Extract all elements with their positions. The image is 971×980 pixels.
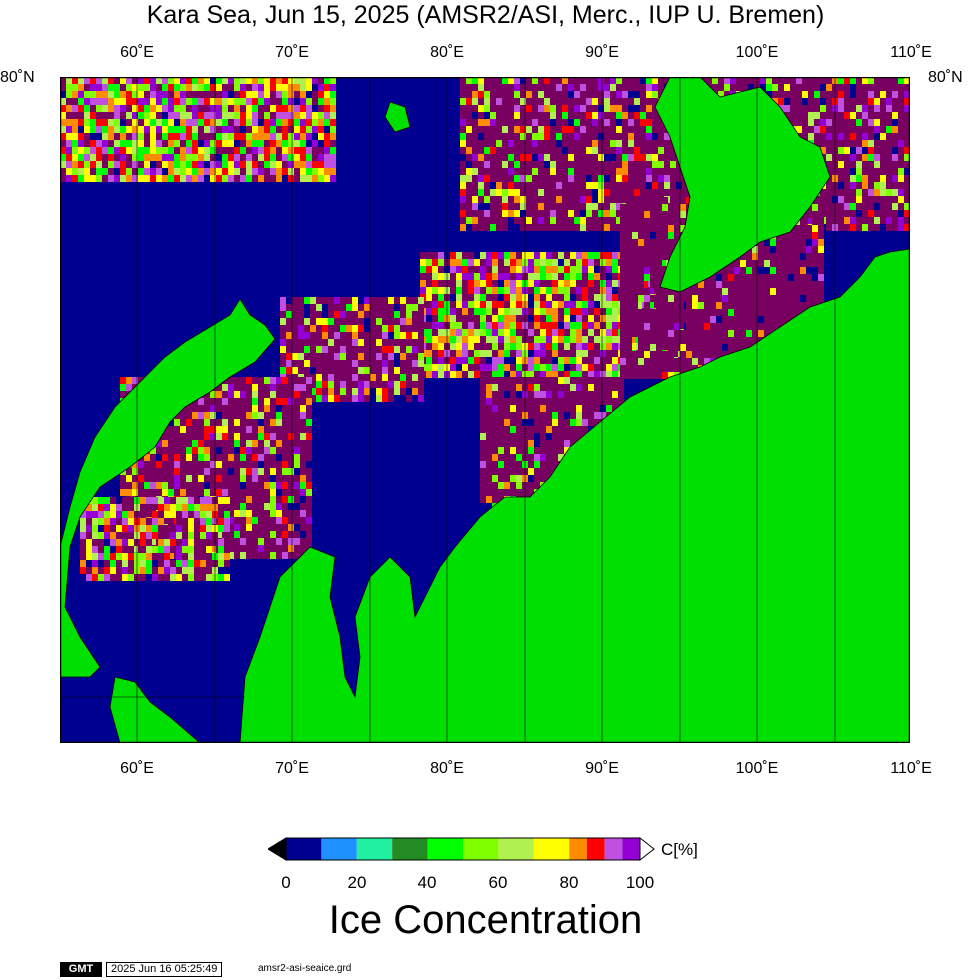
- map-title: Kara Sea, Jun 15, 2025 (AMSR2/ASI, Merc.…: [146, 1, 825, 29]
- colorbar-tick-label: 40: [417, 873, 437, 892]
- lat-label-right: 80˚N: [928, 69, 963, 86]
- colorbar-bin: [356, 838, 393, 860]
- map-frame: [60, 77, 910, 743]
- colorbar-bins: [286, 838, 640, 860]
- top-lon-label: 80˚E: [430, 44, 464, 61]
- island-land: [384, 101, 411, 133]
- top-lon-label: 70˚E: [275, 44, 309, 61]
- colorbar-under-triangle: [268, 837, 287, 861]
- top-lon-label: 110˚E: [890, 44, 932, 61]
- timestamp: 2025 Jun 16 05:25:49: [106, 962, 223, 977]
- top-lon-label: 60˚E: [120, 44, 154, 61]
- sea-ice-map: [60, 77, 910, 743]
- colorbar-tick-label: 0: [281, 873, 291, 892]
- land-layer: [60, 77, 910, 743]
- colorbar-over-triangle: [639, 836, 655, 862]
- lat-label-left: 80˚N: [0, 69, 35, 86]
- colorbar-bin: [533, 838, 570, 860]
- colorbar-bin: [463, 838, 499, 860]
- colorbar-bin: [569, 838, 587, 860]
- bottom-lon-label: 100˚E: [735, 760, 779, 777]
- mainland-siberia-land: [239, 248, 910, 743]
- colorbar-frame: [285, 837, 641, 861]
- bottom-lon-label: 60˚E: [120, 760, 154, 777]
- colorbar-bin: [286, 838, 322, 860]
- top-lon-label: 90˚E: [585, 44, 619, 61]
- colorbar-bin: [604, 838, 623, 860]
- graticule: [60, 77, 836, 743]
- colorbar-bin: [427, 838, 463, 860]
- colorbar-unit: C[%]: [661, 840, 698, 859]
- colorbar-bin: [498, 838, 534, 860]
- colorbar-tick-label: 100: [625, 873, 655, 892]
- bottom-lon-label: 90˚E: [585, 760, 619, 777]
- colorbar-bin: [586, 838, 605, 860]
- bottom-lon-label: 70˚E: [275, 760, 309, 777]
- colorbar-bin: [321, 838, 357, 860]
- top-lon-label: 100˚E: [735, 44, 779, 61]
- colorbar-tick-label: 60: [488, 873, 508, 892]
- island-land: [109, 676, 201, 743]
- colorbar-bin: [392, 838, 428, 860]
- colorbar-tick-label: 20: [347, 873, 367, 892]
- colorbar: [268, 836, 655, 862]
- bottom-lon-label: 80˚E: [430, 760, 464, 777]
- colorbar-title: Ice Concentration: [328, 898, 643, 942]
- colorbar-tick-label: 80: [559, 873, 579, 892]
- bottom-lon-label: 110˚E: [890, 760, 932, 777]
- colorbar-bin: [622, 838, 640, 860]
- gmt-logo: GMT: [60, 962, 102, 977]
- severnaya-zemlya-land: [654, 77, 831, 293]
- novaya-zemlya-land: [60, 298, 276, 678]
- grid-file-name: amsr2-asi-seaice.grd: [258, 963, 352, 974]
